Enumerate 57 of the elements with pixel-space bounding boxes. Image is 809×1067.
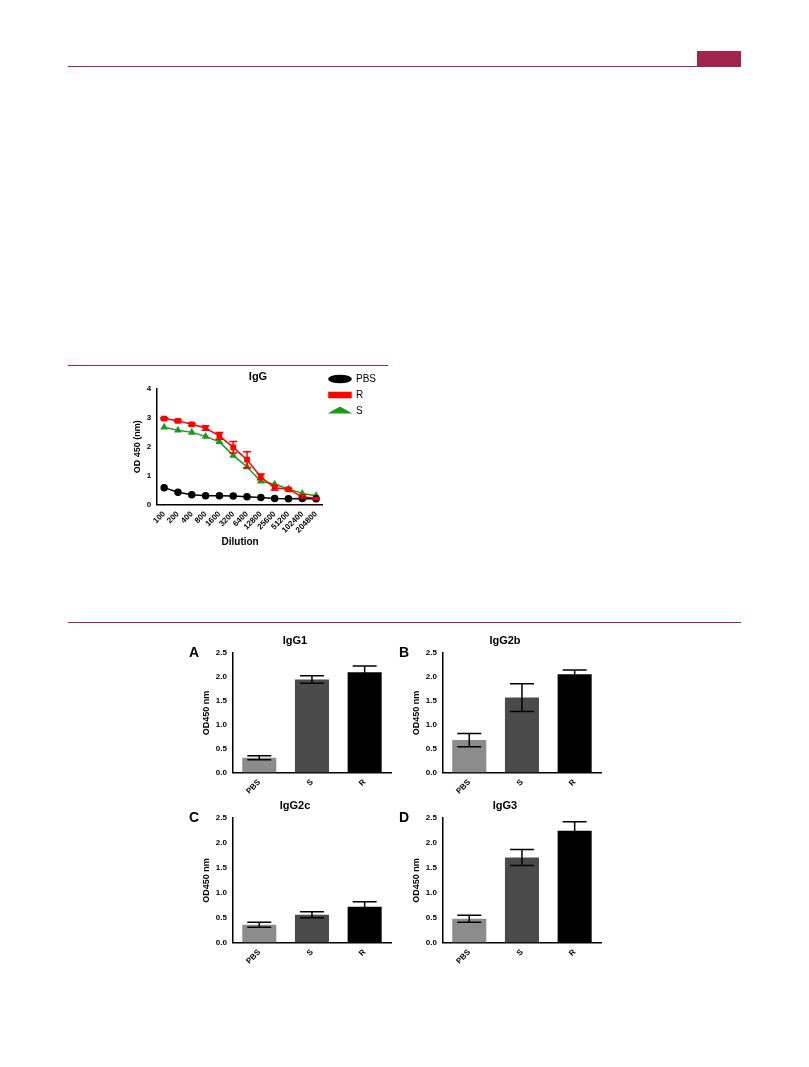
y-tick-label: 0.5 (425, 912, 438, 922)
x-tick-label: R (357, 777, 368, 789)
x-tick-label: S (304, 777, 316, 788)
y-tick-label: 0.0 (425, 767, 438, 777)
y-tick-label: 1.0 (215, 720, 228, 730)
y-tick-label: 0.0 (425, 937, 438, 947)
y-tick-label: 1.5 (215, 863, 228, 873)
chart-title: IgG2b (489, 633, 521, 646)
x-tick-label: S (304, 947, 316, 958)
y-tick-label: 0.5 (215, 743, 228, 753)
y-tick-label: 2.0 (425, 838, 438, 848)
text: B (399, 644, 410, 661)
y-tick-label: 0.0 (215, 767, 228, 777)
y-tick-label: 0.5 (215, 912, 228, 922)
y-tick-label: 3 (146, 413, 152, 423)
y-tick-label: 4 (146, 384, 152, 394)
text: A (189, 644, 200, 661)
y-tick-label: 2 (146, 441, 152, 451)
text: C (189, 809, 200, 826)
y-tick-label: 0 (146, 499, 152, 509)
text: D (399, 809, 410, 826)
y-tick-label: 1.5 (215, 696, 228, 706)
legend-label: R (355, 388, 364, 400)
y-tick-label: 0.5 (425, 743, 438, 753)
chart-title: IgG1 (282, 633, 308, 646)
y-axis-title: OD 450 (nm) (131, 420, 142, 474)
x-tick-label: S (514, 777, 526, 788)
y-tick-label: 2.0 (215, 672, 228, 682)
y-tick-label: 1 (146, 470, 152, 480)
y-tick-label: 2.0 (215, 838, 228, 848)
y-tick-label: 1.5 (425, 863, 438, 873)
y-tick-label: 1.5 (425, 696, 438, 706)
y-axis-title: OD450 nm (200, 690, 211, 736)
y-axis-title: OD450 nm (410, 858, 421, 903)
chart-title: IgG3 (492, 798, 518, 811)
y-tick-label: 2.0 (425, 672, 438, 682)
x-tick-label: 100 (151, 508, 168, 526)
legend-label: PBS (355, 372, 377, 384)
y-tick-label: 2.5 (425, 648, 438, 658)
y-tick-label: 1.0 (215, 888, 228, 898)
y-axis-title: OD450 nm (200, 858, 211, 903)
y-tick-label: 2.5 (425, 813, 438, 823)
chart-title: IgG2c (279, 798, 311, 811)
legend-label: S (355, 404, 363, 416)
y-tick-label: 2.5 (215, 813, 228, 823)
x-tick-label: R (567, 947, 578, 959)
x-tick-label: R (357, 947, 368, 959)
y-axis-title: OD450 nm (410, 690, 421, 736)
y-tick-label: 1.0 (425, 888, 438, 898)
x-tick-label: 200 (165, 508, 182, 526)
y-tick-label: 0.0 (215, 937, 228, 947)
x-tick-label: R (567, 777, 578, 789)
x-axis-title: Dilution (221, 535, 259, 547)
y-tick-label: 1.0 (425, 720, 438, 730)
x-tick-label: S (514, 947, 526, 958)
y-tick-label: 2.5 (215, 648, 228, 658)
chart-title: IgG (248, 369, 268, 382)
